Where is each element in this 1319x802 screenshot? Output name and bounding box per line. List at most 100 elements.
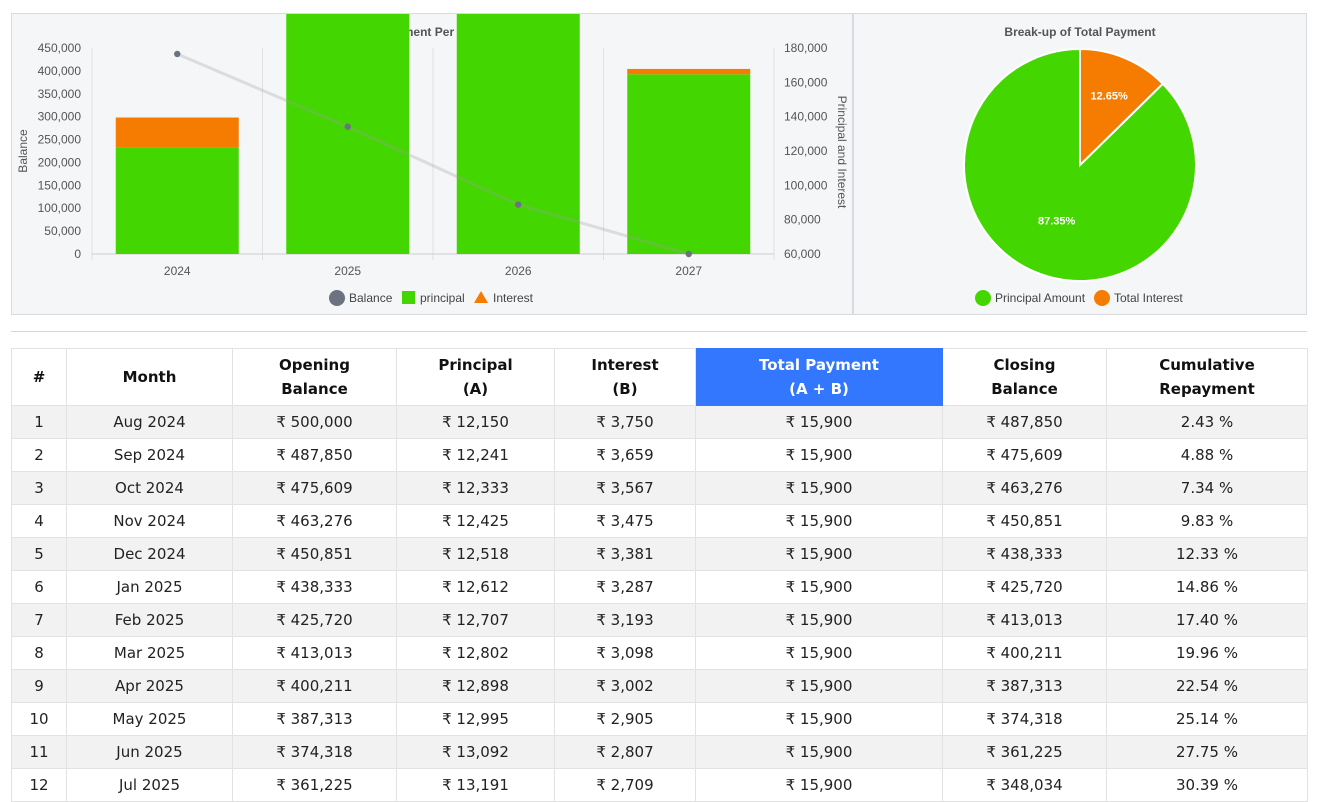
header-principal: Principal (A) — [396, 348, 555, 406]
table-cell: Mar 2025 — [66, 636, 233, 670]
table-cell: ₹ 463,276 — [232, 504, 397, 538]
table-cell: ₹ 425,720 — [942, 570, 1107, 604]
right-axis-tick-label: 140,000 — [784, 110, 828, 124]
table-cell: 7 — [11, 603, 67, 637]
table-row: 3 Oct 2024 ₹ 475,609 ₹ 12,333 ₹ 3,567 ₹ 15,90… — [11, 471, 1308, 505]
table-cell: ₹ 500,000 — [232, 405, 397, 439]
table-cell: ₹ 12,898 — [396, 669, 555, 703]
balance-point — [174, 50, 181, 58]
table-cell: Oct 2024 — [66, 471, 233, 505]
left-axis-tick-label: 150,000 — [38, 178, 82, 192]
left-axis-tick-label: 100,000 — [38, 201, 82, 215]
table-cell: ₹ 2,709 — [554, 768, 696, 802]
table-cell: ₹ 438,333 — [232, 570, 397, 604]
table-cell: 9.83 % — [1106, 504, 1308, 538]
interest-bar — [627, 68, 751, 75]
table-cell: ₹ 12,612 — [396, 570, 555, 604]
table-cell: Feb 2025 — [66, 603, 233, 637]
table-cell: Jan 2025 — [66, 570, 233, 604]
legend-balance-label: Balance — [349, 291, 393, 305]
table-cell: 11 — [11, 735, 67, 769]
table-cell: ₹ 15,900 — [695, 471, 943, 505]
table-cell: 5 — [11, 537, 67, 571]
table-cell: 9 — [11, 669, 67, 703]
payment-breakup-chart: Break-up of Total Payment 87.35% 12.65% P… — [963, 25, 1197, 306]
table-cell: ₹ 400,211 — [232, 669, 397, 703]
table-cell: ₹ 387,313 — [942, 669, 1107, 703]
payment-breakup-panel: Break-up of Total Payment 87.35% 12.65% P… — [853, 13, 1307, 315]
table-cell: Jul 2025 — [66, 768, 233, 802]
x-axis-tick-label: 2025 — [334, 264, 361, 278]
left-axis-tick-label: 200,000 — [38, 155, 82, 169]
principal-bar — [286, 0, 410, 254]
table-cell: ₹ 463,276 — [942, 471, 1107, 505]
right-axis-tick-label: 120,000 — [784, 144, 828, 158]
principal-bar — [456, 0, 580, 254]
table-row: 11 Jun 2025 ₹ 374,318 ₹ 13,092 ₹ 2,807 ₹ 15,9… — [11, 735, 1308, 769]
table-cell: ₹ 12,995 — [396, 702, 555, 736]
header-total-payment: Total Payment (A + B) — [695, 348, 943, 406]
table-cell: 27.75 % — [1106, 735, 1308, 769]
table-cell: ₹ 374,318 — [232, 735, 397, 769]
header-index: # — [11, 348, 67, 406]
table-cell: Dec 2024 — [66, 537, 233, 571]
balance-point — [515, 201, 522, 208]
legend-principal-marker — [402, 291, 415, 304]
table-cell: ₹ 361,225 — [942, 735, 1107, 769]
table-cell: ₹ 3,287 — [554, 570, 696, 604]
table-cell: ₹ 12,150 — [396, 405, 555, 439]
legend-balance-marker — [329, 290, 345, 306]
payment-per-year-panel: Payment Per Year 0 50,000 100,000 150,000 20… — [11, 0, 853, 315]
legend-principal-label: principal — [420, 291, 465, 305]
table-header-row: # Month Opening Balance Principal (A) Inte… — [11, 348, 1308, 406]
table-cell: ₹ 3,002 — [554, 669, 696, 703]
table-cell: Apr 2025 — [66, 669, 233, 703]
table-cell: ₹ 374,318 — [942, 702, 1107, 736]
table-cell: ₹ 15,900 — [695, 735, 943, 769]
table-cell: ₹ 475,609 — [942, 438, 1107, 472]
table-cell: ₹ 15,900 — [695, 636, 943, 670]
table-cell: 14.86 % — [1106, 570, 1308, 604]
interest-bar — [115, 117, 239, 148]
table-cell: ₹ 15,900 — [695, 504, 943, 538]
amortization-table: # Month Opening Balance Principal (A) Inte… — [11, 348, 1308, 802]
table-cell: ₹ 3,659 — [554, 438, 696, 472]
table-cell: Nov 2024 — [66, 504, 233, 538]
right-axis-tick-label: 60,000 — [784, 247, 821, 261]
legend-principal-amount-marker — [975, 290, 991, 306]
table-row: 8 Mar 2025 ₹ 413,013 ₹ 12,802 ₹ 3,098 ₹ 15,90… — [11, 636, 1308, 670]
table-cell: 2.43 % — [1106, 405, 1308, 439]
table-cell: ₹ 3,381 — [554, 537, 696, 571]
table-cell: 30.39 % — [1106, 768, 1308, 802]
legend-interest-marker — [474, 291, 488, 303]
table-cell: ₹ 15,900 — [695, 405, 943, 439]
table-cell: 19.96 % — [1106, 636, 1308, 670]
table-cell: 17.40 % — [1106, 603, 1308, 637]
table-cell: ₹ 387,313 — [232, 702, 397, 736]
table-cell: ₹ 475,609 — [232, 471, 397, 505]
table-row: 7 Feb 2025 ₹ 425,720 ₹ 12,707 ₹ 3,193 ₹ 15,90… — [11, 603, 1308, 637]
table-cell: ₹ 13,092 — [396, 735, 555, 769]
right-axis-tick-label: 160,000 — [784, 75, 828, 89]
table-cell: May 2025 — [66, 702, 233, 736]
table-row: 12 Jul 2025 ₹ 361,225 ₹ 13,191 ₹ 2,709 ₹ 15,9… — [11, 768, 1308, 802]
table-cell: ₹ 400,211 — [942, 636, 1107, 670]
pie-slice-label: 87.35% — [1038, 216, 1076, 228]
table-cell: 25.14 % — [1106, 702, 1308, 736]
table-cell: ₹ 12,425 — [396, 504, 555, 538]
table-row: 2 Sep 2024 ₹ 487,850 ₹ 12,241 ₹ 3,659 ₹ 15,90… — [11, 438, 1308, 472]
table-cell: ₹ 438,333 — [942, 537, 1107, 571]
table-cell: 12.33 % — [1106, 537, 1308, 571]
table-cell: ₹ 361,225 — [232, 768, 397, 802]
table-row: 5 Dec 2024 ₹ 450,851 ₹ 12,518 ₹ 3,381 ₹ 15,90… — [11, 537, 1308, 571]
legend-interest-label: Interest — [493, 291, 534, 305]
left-axis-tick-label: 300,000 — [38, 110, 82, 124]
table-cell: ₹ 3,567 — [554, 471, 696, 505]
table-cell: Jun 2025 — [66, 735, 233, 769]
section-divider — [11, 331, 1307, 332]
table-cell: ₹ 12,518 — [396, 537, 555, 571]
right-axis-tick-label: 100,000 — [784, 178, 828, 192]
table-row: 10 May 2025 ₹ 387,313 ₹ 12,995 ₹ 2,905 ₹ 15,9… — [11, 702, 1308, 736]
table-cell: 1 — [11, 405, 67, 439]
table-cell: ₹ 413,013 — [942, 603, 1107, 637]
